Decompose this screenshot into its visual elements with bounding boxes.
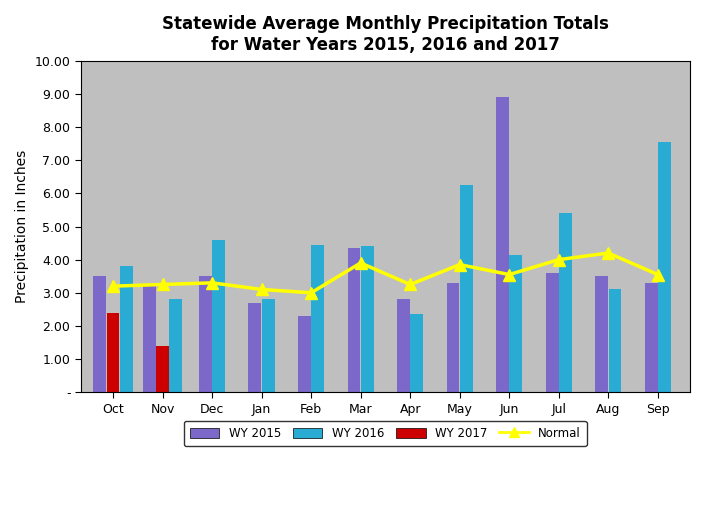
Bar [397, 300, 410, 392]
Title: Statewide Average Monthly Precipitation Totals
for Water Years 2015, 2016 and 20: Statewide Average Monthly Precipitation … [162, 15, 609, 54]
Bar [348, 248, 360, 392]
Bar [510, 255, 522, 392]
Bar [312, 245, 324, 392]
Bar [142, 286, 156, 392]
Bar [496, 97, 509, 392]
Bar [120, 266, 133, 392]
Bar [595, 276, 608, 392]
Bar [93, 276, 106, 392]
Bar [156, 346, 169, 392]
Bar [106, 313, 119, 392]
Bar [658, 142, 671, 392]
Bar [361, 246, 374, 392]
Bar [169, 300, 183, 392]
Bar [460, 185, 473, 392]
Bar [644, 283, 658, 392]
Bar [446, 283, 460, 392]
Bar [546, 273, 558, 392]
Bar [298, 316, 311, 392]
Bar [248, 303, 262, 392]
Bar [199, 276, 212, 392]
Bar [212, 240, 225, 392]
Bar [608, 289, 621, 392]
Bar [262, 300, 275, 392]
Bar [559, 213, 572, 392]
Bar [410, 314, 423, 392]
Legend: WY 2015, WY 2016, WY 2017, Normal: WY 2015, WY 2016, WY 2017, Normal [184, 421, 587, 446]
Y-axis label: Precipitation in Inches: Precipitation in Inches [15, 150, 29, 303]
